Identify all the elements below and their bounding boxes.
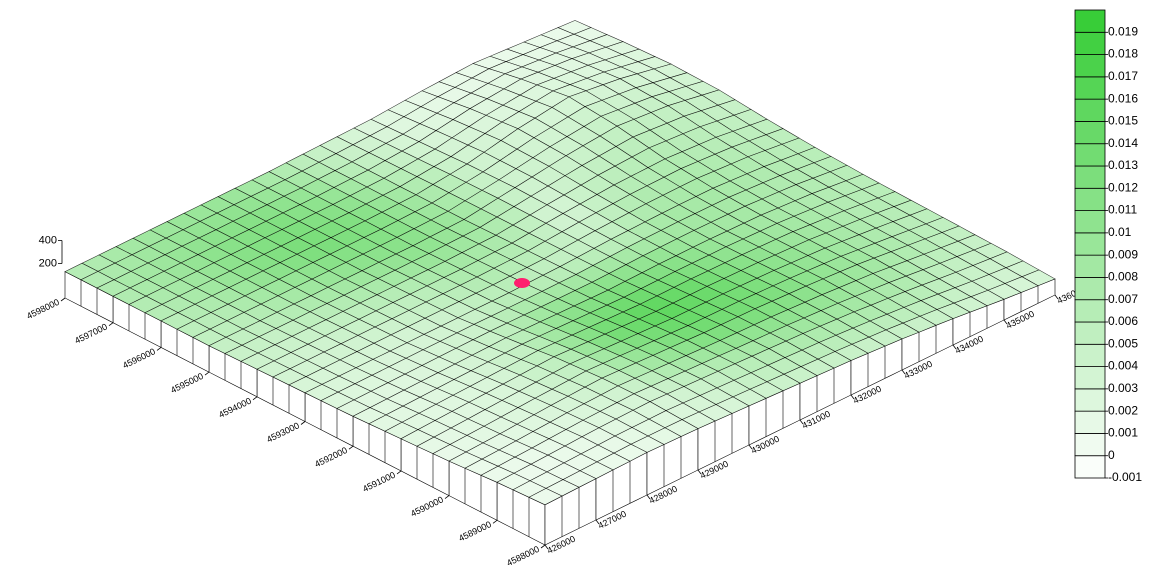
colorbar-band [1074, 299, 1106, 323]
colorbar-label: 0.018 [1108, 47, 1138, 61]
x-tick [697, 469, 702, 475]
skirt [64, 271, 1056, 546]
y-tick [492, 519, 498, 524]
colorbar-band [1074, 121, 1106, 145]
colorbar-band [1074, 31, 1106, 55]
y-tick-label: 4595000 [169, 371, 205, 395]
z-tick-label: 200 [39, 258, 57, 270]
colorbar-band [1074, 76, 1106, 100]
y-tick-label: 4590000 [409, 494, 445, 518]
y-tick-label: 4596000 [121, 346, 157, 370]
x-tick [646, 494, 651, 500]
colorbar-label: 0.013 [1108, 158, 1138, 172]
y-tick-label: 4591000 [361, 470, 397, 494]
colorbar: -0.001 0 0.001 0.002 0.003 0.004 0.005 0.006 0.0… [1074, 9, 1142, 484]
y-tick [444, 495, 450, 499]
y-tick [348, 445, 354, 450]
colorbar-band [1074, 143, 1106, 167]
colorbar-band [1074, 232, 1106, 256]
colorbar-band [1074, 343, 1106, 367]
colorbar-label: 0.016 [1108, 91, 1138, 105]
surface [64, 20, 1056, 506]
y-tick [156, 347, 162, 351]
colorbar-band [1074, 187, 1106, 211]
colorbar-label: 0.006 [1108, 314, 1138, 328]
x-tick [799, 419, 804, 425]
colorbar-band [1074, 98, 1106, 122]
colorbar-band [1074, 254, 1106, 278]
colorbar-band [1074, 433, 1106, 457]
y-tick-label: 4594000 [217, 396, 253, 420]
colorbar-label: 0.002 [1108, 403, 1138, 417]
x-tick [544, 544, 549, 550]
y-tick [540, 544, 546, 549]
colorbar-label: 0.004 [1108, 359, 1138, 373]
colorbar-band [1074, 165, 1106, 189]
colorbar-band [1074, 54, 1106, 78]
colorbar-label: 0.014 [1108, 136, 1138, 150]
colorbar-band [1074, 210, 1106, 234]
colorbar-label: 0.007 [1108, 292, 1138, 306]
colorbar-label: 0.009 [1108, 247, 1138, 261]
y-tick-label: 4592000 [313, 445, 349, 469]
colorbar-label: 0.001 [1108, 426, 1138, 440]
colorbar-band [1074, 388, 1106, 412]
colorbar-band [1074, 366, 1106, 390]
colorbar-band [1074, 455, 1106, 479]
x-tick [748, 444, 753, 450]
x-tick [952, 344, 957, 350]
x-tick [1054, 294, 1059, 300]
colorbar-label: 0.019 [1108, 24, 1138, 38]
source-marker [514, 278, 530, 288]
y-tick-label: 4589000 [457, 519, 493, 543]
colorbar-label: -0.001 [1108, 470, 1142, 484]
x-tick [901, 369, 906, 375]
colorbar-label: 0.011 [1108, 203, 1137, 217]
colorbar-label: 0.015 [1108, 114, 1138, 128]
colorbar-label: 0.01 [1108, 225, 1132, 239]
y-tick [204, 371, 210, 376]
x-tick [850, 394, 855, 400]
y-tick-label: 4598000 [25, 297, 61, 321]
y-tick [252, 396, 258, 401]
y-tick-label: 4597000 [73, 322, 109, 346]
colorbar-label: 0.017 [1108, 69, 1138, 83]
colorbar-label: 0.008 [1108, 270, 1138, 284]
colorbar-label: 0 [1108, 448, 1115, 462]
x-tick [1003, 319, 1008, 325]
y-tick-label: 4593000 [265, 420, 301, 444]
y-tick-label: 4588000 [505, 544, 541, 567]
x-tick [595, 519, 600, 525]
colorbar-band [1074, 277, 1106, 301]
colorbar-label: 0.012 [1108, 180, 1138, 194]
colorbar-label: 0.003 [1108, 381, 1138, 395]
colorbar-band [1074, 9, 1106, 33]
z-tick-label: 400 [39, 235, 57, 247]
y-tick [60, 297, 66, 302]
colorbar-band [1074, 410, 1106, 434]
y-tick [396, 470, 402, 475]
y-tick [108, 322, 114, 327]
surface-facet [528, 488, 563, 506]
colorbar-band [1074, 321, 1106, 345]
colorbar-label: 0.005 [1108, 336, 1138, 350]
y-tick [300, 421, 306, 425]
